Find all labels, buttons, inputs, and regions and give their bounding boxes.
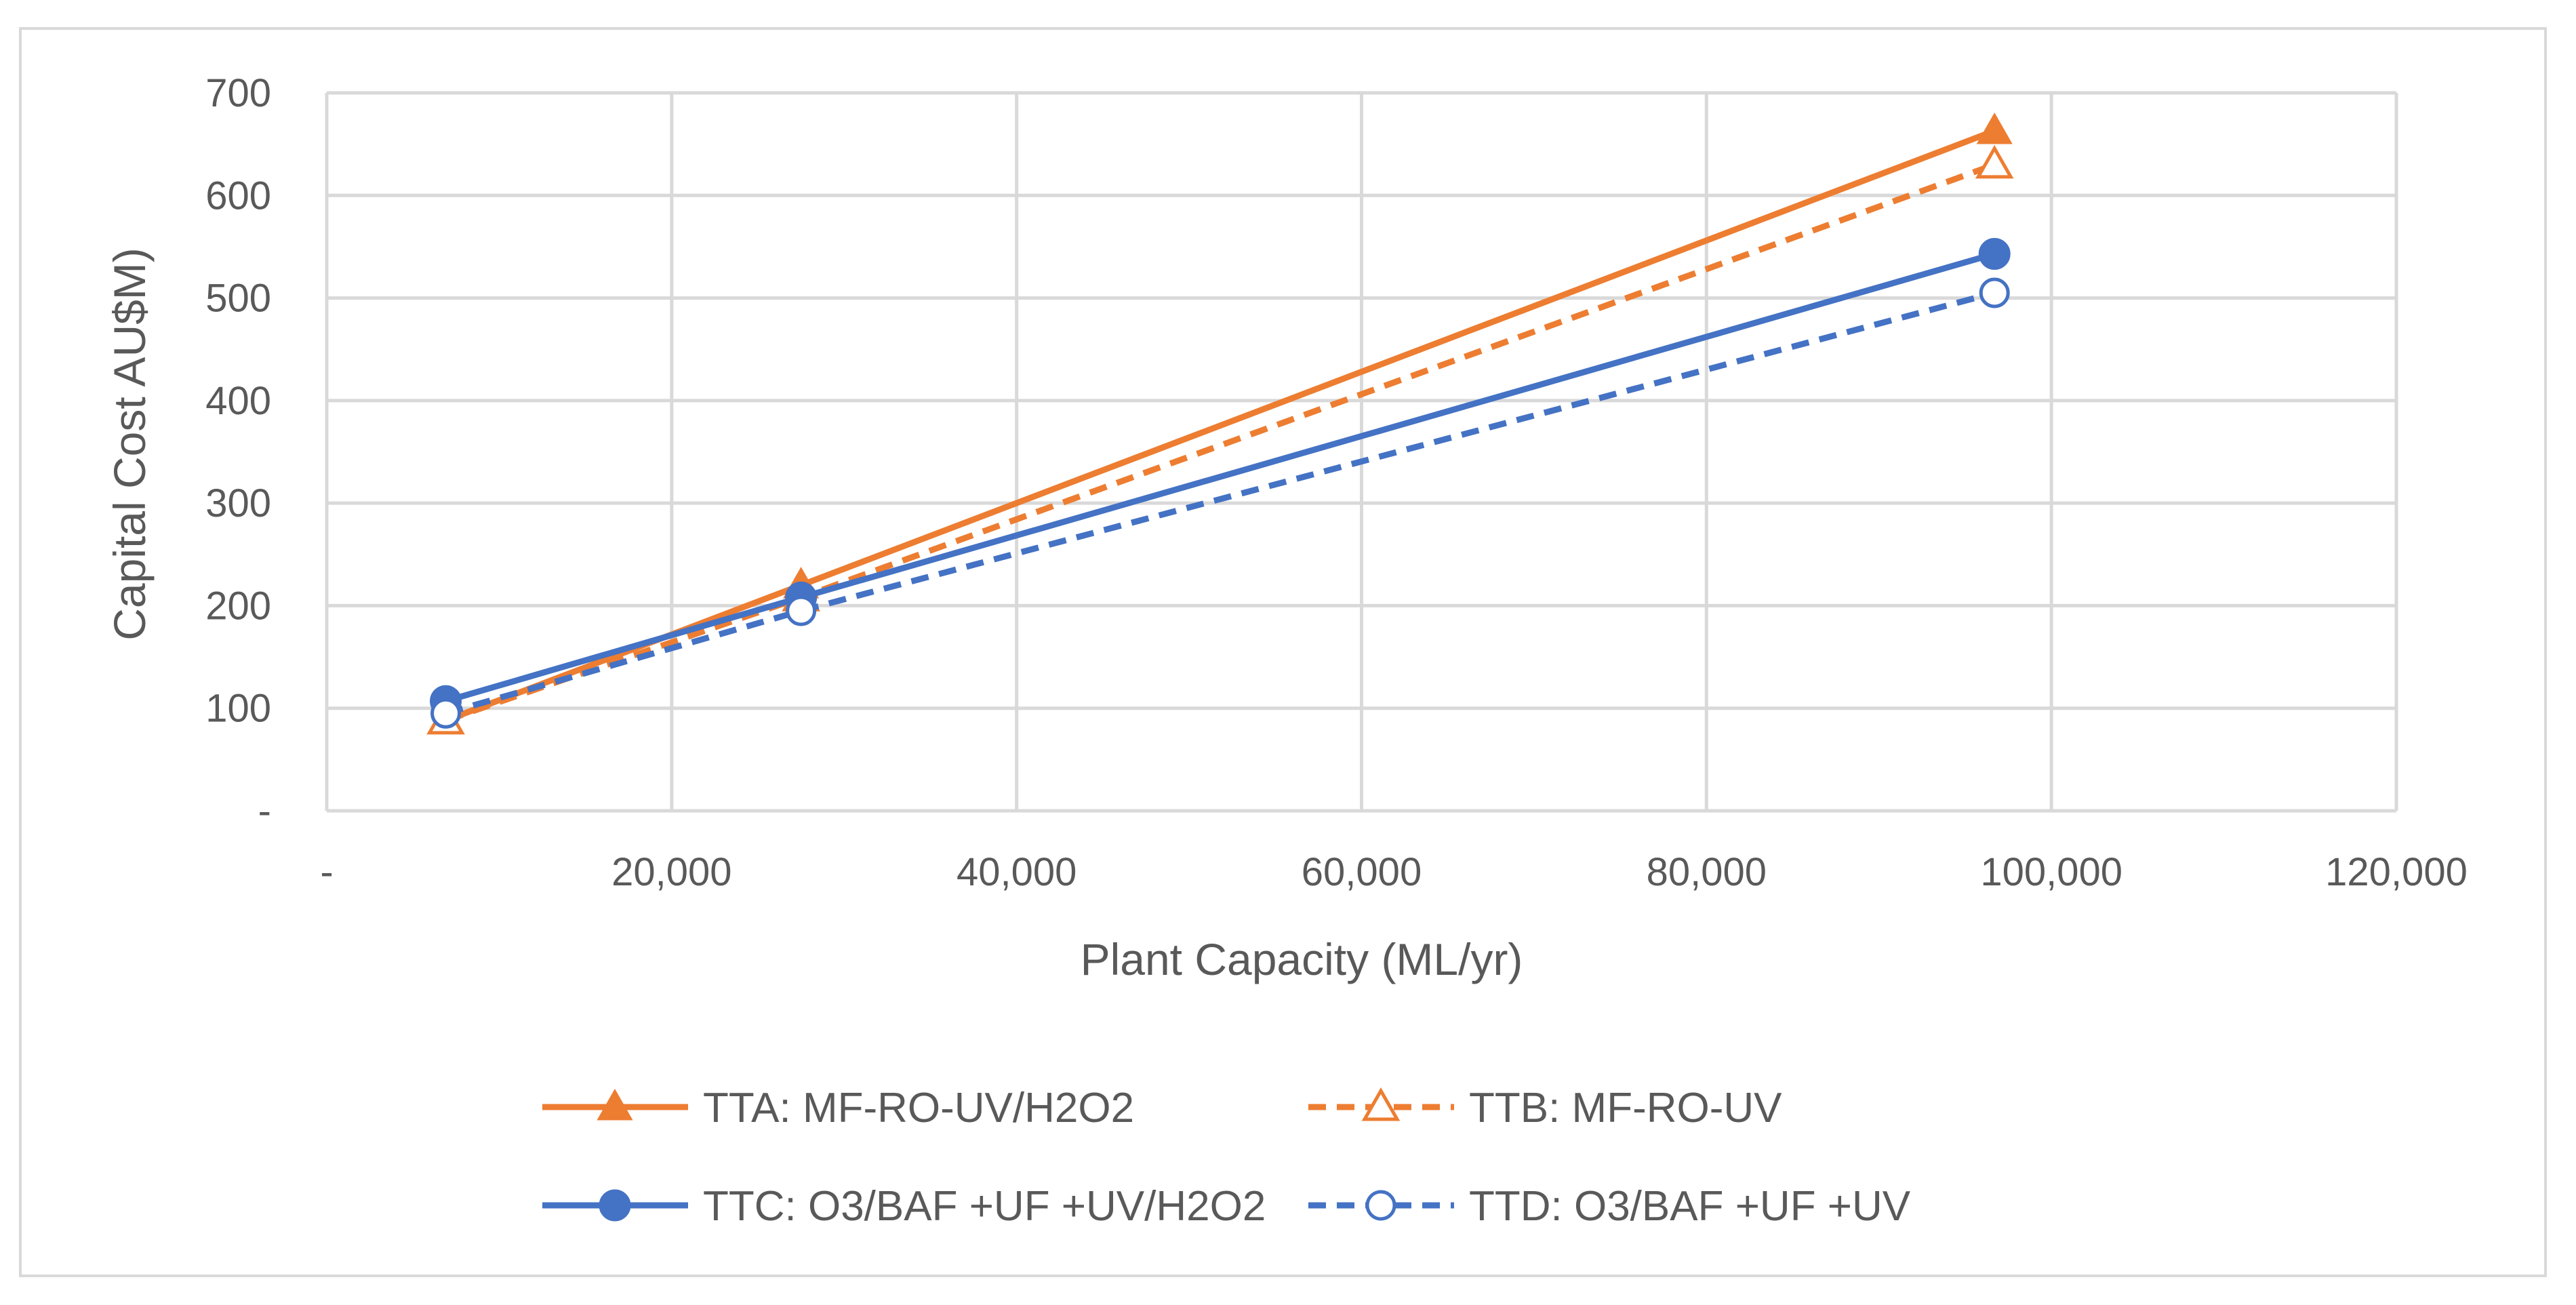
- legend-entry: TTD: O3/BAF +UF +UV: [1308, 1183, 1911, 1230]
- chart-border: [19, 27, 2547, 1277]
- series-line: [445, 289, 1996, 717]
- legend: TTA: MF-RO-UV/H2O2 TTB: MF-RO-UV TTC: O3/B…: [542, 1085, 1911, 1230]
- y-tick-label: 100: [205, 687, 271, 731]
- x-tick-label: 20,000: [611, 850, 731, 894]
- data-point: [1978, 238, 2011, 270]
- legend-label: TTA: MF-RO-UV/H2O2: [703, 1085, 1134, 1131]
- legend-entry: TTA: MF-RO-UV/H2O2: [542, 1085, 1134, 1131]
- y-tick-label: 500: [205, 277, 271, 321]
- x-axis-title: Plant Capacity (ML/yr): [1081, 934, 1523, 984]
- data-point: [430, 698, 462, 729]
- x-tick-label: 40,000: [957, 850, 1076, 894]
- y-tick-label: 700: [205, 71, 271, 115]
- legend-entry: TTB: MF-RO-UV: [1308, 1085, 1782, 1131]
- data-point: [1976, 112, 2013, 144]
- data-point: [1979, 277, 2010, 308]
- series-4: [430, 277, 2010, 729]
- y-axis-title: Capital Cost AU$M): [104, 247, 155, 641]
- legend-marker: [597, 1088, 633, 1121]
- legend-marker: [1361, 1087, 1401, 1121]
- data-point: [1975, 144, 2014, 179]
- legend-label: TTB: MF-RO-UV: [1469, 1085, 1782, 1131]
- data-point: [786, 595, 817, 626]
- axes: - 100 200 300 400 500 600 700 - 20,000 40,000 60,00…: [205, 71, 2468, 894]
- x-tick-label: 60,000: [1302, 850, 1422, 894]
- x-tick-label: 120,000: [2325, 850, 2468, 894]
- legend-marker: [599, 1189, 631, 1222]
- gridlines: [327, 91, 2398, 811]
- x-tick-label: -: [320, 850, 333, 894]
- legend-entry: TTC: O3/BAF +UF +UV/H2O2: [542, 1183, 1266, 1230]
- y-tick-label: -: [258, 789, 271, 833]
- y-tick-label: 200: [205, 584, 271, 628]
- x-tick-label: 80,000: [1647, 850, 1767, 894]
- legend-label: TTC: O3/BAF +UF +UV/H2O2: [703, 1183, 1266, 1230]
- y-tick-label: 400: [205, 379, 271, 423]
- y-tick-label: 300: [205, 481, 271, 525]
- x-tick-label: 100,000: [1980, 850, 2122, 894]
- series-group: [426, 112, 2014, 735]
- legend-label: TTD: O3/BAF +UF +UV: [1469, 1183, 1911, 1230]
- legend-marker: [1365, 1190, 1396, 1221]
- y-tick-label: 600: [205, 174, 271, 218]
